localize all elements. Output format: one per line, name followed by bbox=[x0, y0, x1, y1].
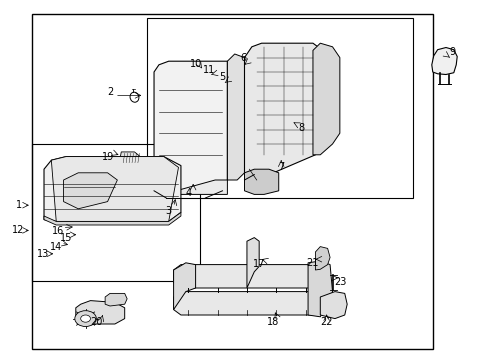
Text: 9: 9 bbox=[448, 47, 454, 57]
Text: 21: 21 bbox=[305, 258, 318, 268]
Polygon shape bbox=[320, 292, 346, 319]
Polygon shape bbox=[173, 292, 327, 315]
Text: 15: 15 bbox=[60, 233, 72, 243]
Polygon shape bbox=[307, 261, 332, 317]
Text: 10: 10 bbox=[190, 59, 203, 69]
Polygon shape bbox=[51, 157, 178, 221]
Text: 16: 16 bbox=[51, 226, 64, 236]
Polygon shape bbox=[244, 43, 322, 180]
Text: 18: 18 bbox=[266, 317, 279, 327]
Circle shape bbox=[81, 315, 90, 322]
Polygon shape bbox=[315, 247, 329, 270]
Polygon shape bbox=[44, 212, 181, 225]
Polygon shape bbox=[227, 54, 244, 180]
Text: 19: 19 bbox=[102, 152, 115, 162]
Polygon shape bbox=[76, 301, 124, 324]
Bar bbox=[146, 18, 412, 198]
Polygon shape bbox=[173, 263, 195, 310]
Polygon shape bbox=[44, 157, 181, 221]
Text: 14: 14 bbox=[50, 242, 62, 252]
Polygon shape bbox=[154, 180, 227, 196]
Text: 8: 8 bbox=[298, 123, 304, 133]
Text: 12: 12 bbox=[12, 225, 25, 235]
Text: 17: 17 bbox=[252, 258, 265, 269]
Text: 1: 1 bbox=[16, 200, 21, 210]
Polygon shape bbox=[63, 173, 117, 209]
Text: 2: 2 bbox=[107, 87, 113, 97]
Polygon shape bbox=[105, 293, 127, 306]
Text: 22: 22 bbox=[320, 317, 332, 327]
Text: 4: 4 bbox=[185, 188, 191, 198]
Text: 13: 13 bbox=[37, 249, 49, 259]
Text: 5: 5 bbox=[219, 72, 225, 82]
Polygon shape bbox=[173, 265, 327, 288]
Polygon shape bbox=[246, 238, 259, 288]
Bar bbox=[32, 144, 200, 281]
Polygon shape bbox=[431, 48, 456, 75]
Polygon shape bbox=[154, 61, 227, 191]
Polygon shape bbox=[120, 152, 142, 164]
Text: 3: 3 bbox=[165, 206, 171, 216]
Text: 6: 6 bbox=[240, 53, 245, 63]
Circle shape bbox=[75, 311, 96, 327]
Text: 7: 7 bbox=[278, 162, 284, 172]
Text: 20: 20 bbox=[90, 317, 103, 327]
Text: 23: 23 bbox=[333, 276, 346, 287]
Polygon shape bbox=[244, 169, 278, 194]
Polygon shape bbox=[312, 43, 339, 155]
Bar bbox=[32, 14, 432, 349]
Text: 11: 11 bbox=[203, 65, 215, 75]
